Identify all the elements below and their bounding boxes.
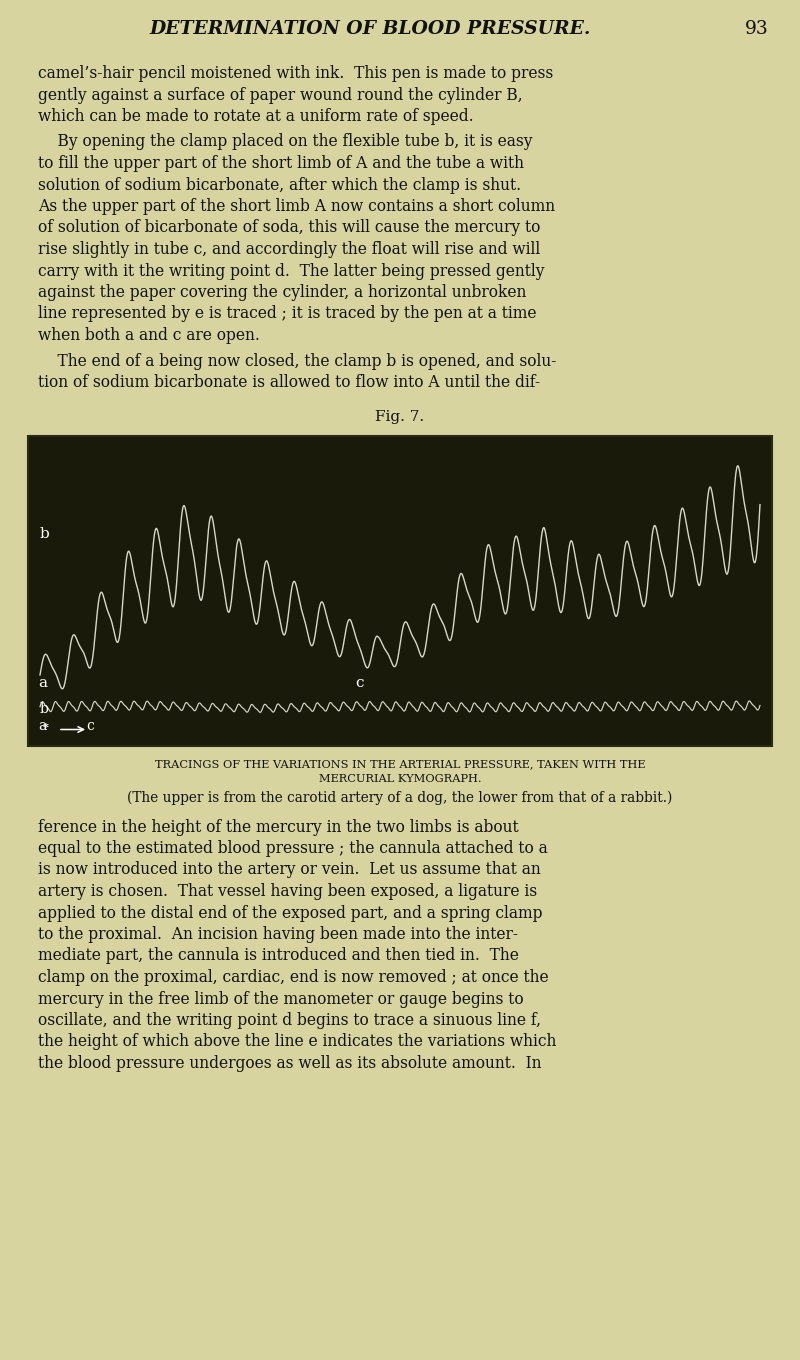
Text: 93: 93 (745, 20, 769, 38)
Bar (28, 435, 772, 745)
Text: clamp on the proximal, cardiac, end is now removed ; at once the: clamp on the proximal, cardiac, end is n… (38, 968, 549, 986)
Text: of solution of bicarbonate of soda, this will cause the mercury to: of solution of bicarbonate of soda, this… (38, 219, 540, 237)
Text: MERCURIAL KYMOGRAPH.: MERCURIAL KYMOGRAPH. (318, 774, 482, 783)
Text: (The upper is from the carotid artery of a dog, the lower from that of a rabbit.: (The upper is from the carotid artery of… (127, 790, 673, 805)
Text: gently against a surface of paper wound round the cylinder B,: gently against a surface of paper wound … (38, 87, 522, 103)
Text: equal to the estimated blood pressure ; the cannula attached to a: equal to the estimated blood pressure ; … (38, 840, 548, 857)
Text: solution of sodium bicarbonate, after which the clamp is shut.: solution of sodium bicarbonate, after wh… (38, 177, 521, 193)
Text: As the upper part of the short limb A now contains a short column: As the upper part of the short limb A no… (38, 199, 555, 215)
Text: carry with it the writing point d.  The latter being pressed gently: carry with it the writing point d. The l… (38, 262, 545, 280)
Text: c: c (86, 719, 94, 733)
Text: oscillate, and the writing point d begins to trace a sinuous line f,: oscillate, and the writing point d begin… (38, 1012, 541, 1030)
Text: ference in the height of the mercury in the two limbs is about: ference in the height of the mercury in … (38, 819, 518, 835)
Text: b: b (40, 702, 49, 717)
Text: Fig. 7.: Fig. 7. (375, 409, 425, 423)
Text: camel’s-hair pencil moistened with ink.  This pen is made to press: camel’s-hair pencil moistened with ink. … (38, 65, 554, 82)
Text: c: c (355, 676, 364, 690)
Text: the height of which above the line e indicates the variations which: the height of which above the line e ind… (38, 1034, 556, 1050)
Text: By opening the clamp placed on the flexible tube b, it is easy: By opening the clamp placed on the flexi… (38, 133, 533, 151)
Text: mercury in the free limb of the manometer or gauge begins to: mercury in the free limb of the manomete… (38, 990, 524, 1008)
Text: DETERMINATION OF BLOOD PRESSURE.: DETERMINATION OF BLOOD PRESSURE. (150, 20, 590, 38)
Text: line represented by e is traced ; it is traced by the pen at a time: line represented by e is traced ; it is … (38, 306, 537, 322)
Text: rise slightly in tube c, and accordingly the float will rise and will: rise slightly in tube c, and accordingly… (38, 241, 540, 258)
Text: tion of sodium bicarbonate is allowed to flow into A until the dif-: tion of sodium bicarbonate is allowed to… (38, 374, 540, 392)
Text: artery is chosen.  That vessel having been exposed, a ligature is: artery is chosen. That vessel having bee… (38, 883, 537, 900)
Text: *: * (43, 724, 49, 733)
Text: a: a (38, 719, 46, 733)
Text: is now introduced into the artery or vein.  Let us assume that an: is now introduced into the artery or vei… (38, 861, 541, 879)
Text: b: b (40, 526, 50, 541)
Text: applied to the distal end of the exposed part, and a spring clamp: applied to the distal end of the exposed… (38, 904, 542, 922)
Text: a: a (38, 676, 47, 690)
Text: against the paper covering the cylinder, a horizontal unbroken: against the paper covering the cylinder,… (38, 284, 526, 301)
Text: the blood pressure undergoes as well as its absolute amount.  In: the blood pressure undergoes as well as … (38, 1055, 542, 1072)
Text: The end of a being now closed, the clamp b is opened, and solu-: The end of a being now closed, the clamp… (38, 352, 556, 370)
Text: when both a and c are open.: when both a and c are open. (38, 326, 260, 344)
Text: to the proximal.  An incision having been made into the inter-: to the proximal. An incision having been… (38, 926, 518, 942)
Text: mediate part, the cannula is introduced and then tied in.  The: mediate part, the cannula is introduced … (38, 948, 519, 964)
Text: which can be made to rotate at a uniform rate of speed.: which can be made to rotate at a uniform… (38, 107, 474, 125)
Text: TRACINGS OF THE VARIATIONS IN THE ARTERIAL PRESSURE, TAKEN WITH THE: TRACINGS OF THE VARIATIONS IN THE ARTERI… (154, 759, 646, 770)
Text: to fill the upper part of the short limb of A and the tube a with: to fill the upper part of the short limb… (38, 155, 524, 171)
